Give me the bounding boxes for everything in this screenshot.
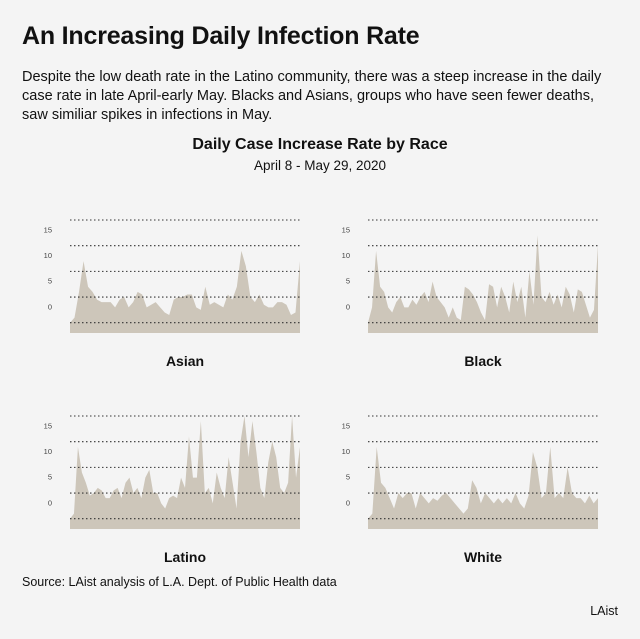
area-black: [368, 235, 598, 333]
credit-label: LAist: [590, 604, 618, 618]
page-subtitle: Despite the low death rate in the Latino…: [22, 69, 602, 123]
y-tick-label: 15: [342, 225, 350, 234]
panel-latino: 0 5 10 15 Latino: [44, 415, 300, 565]
panel-label-asian: Asian: [166, 353, 204, 369]
area-latino: [70, 416, 300, 529]
area-white: [368, 446, 598, 529]
y-tick-label: 0: [48, 498, 52, 507]
y-tick-label: 5: [346, 277, 350, 286]
area-asian: [70, 250, 300, 333]
y-tick-label: 15: [44, 421, 52, 430]
y-tick-label: 0: [346, 302, 350, 311]
panel-label-white: White: [464, 549, 502, 565]
chart-date-range: April 8 - May 29, 2020: [253, 158, 387, 173]
page-title: An Increasing Daily Infection Rate: [22, 22, 420, 50]
y-tick-label: 5: [48, 277, 52, 286]
y-tick-label: 10: [44, 251, 52, 260]
panel-asian: 0 5 10 15 Asian: [44, 219, 300, 369]
y-tick-label: 0: [346, 498, 350, 507]
panel-black: 0 5 10 15 Black: [342, 219, 598, 369]
y-tick-label: 0: [48, 302, 52, 311]
y-tick-label: 5: [48, 473, 52, 482]
y-tick-label: 5: [346, 473, 350, 482]
panel-white: 0 5 10 15 White: [342, 415, 598, 565]
panel-label-black: Black: [464, 353, 502, 369]
source-note: Source: LAist analysis of L.A. Dept. of …: [22, 575, 337, 589]
y-tick-label: 10: [342, 447, 350, 456]
y-tick-label: 10: [44, 447, 52, 456]
y-tick-label: 10: [342, 251, 350, 260]
panel-label-latino: Latino: [164, 549, 206, 565]
chart-title: Daily Case Increase Rate by Race: [192, 136, 448, 153]
y-tick-label: 15: [44, 225, 52, 234]
y-tick-label: 15: [342, 421, 350, 430]
